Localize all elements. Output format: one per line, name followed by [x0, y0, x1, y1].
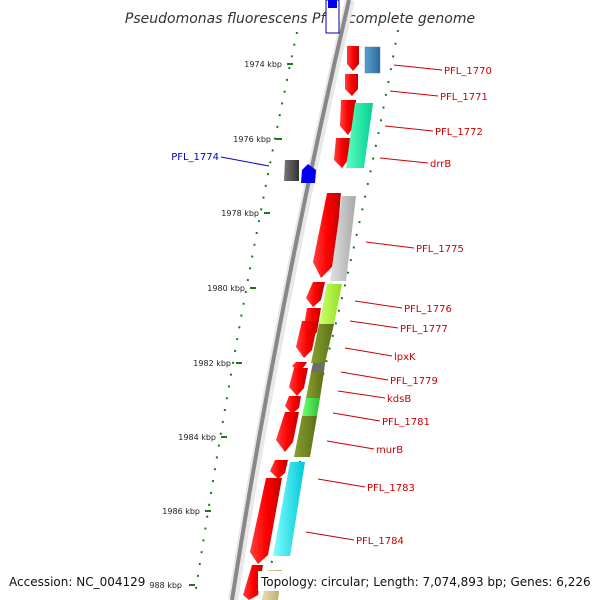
tick-label: 1974 kbp: [244, 60, 282, 69]
top-blue-feature: [325, 0, 340, 34]
gene-label-pfl-1781: PFL_1781: [382, 417, 430, 428]
gene-track-2: [262, 46, 381, 600]
tick-label: 1980 kbp: [207, 284, 245, 293]
gene-label-lpxk: lpxK: [394, 352, 416, 363]
map-title: Pseudomonas fluorescens Pf-5, complete g…: [125, 11, 475, 27]
gene-label-pfl-1776: PFL_1776: [404, 304, 452, 315]
tick-1974: 1974 kbp: [244, 60, 293, 69]
tick-label: 1984 kbp: [178, 433, 216, 442]
tick-1984: 1984 kbp: [178, 433, 227, 442]
gene-labels: PFL_1770 PFL_1771 PFL_1772 drrB PFL_1775…: [356, 66, 492, 547]
label-connector-reverse: [220, 156, 270, 167]
accession-text: Accession: NC_004129: [9, 575, 145, 589]
gene-label-murb: murB: [376, 445, 403, 456]
tick-1986: 1986 kbp: [162, 507, 211, 516]
tick-label: 1982 kbp: [193, 359, 231, 368]
gene-label-pfl-1774: PFL_1774: [171, 152, 219, 163]
gene-label-pfl-1775: PFL_1775: [416, 244, 464, 255]
gene-label-drrb: drrB: [430, 159, 451, 170]
backbone-line: [230, 0, 351, 600]
gene-label-pfl-1772: PFL_1772: [435, 127, 483, 138]
tick-label: 988 kbp: [149, 581, 182, 590]
tick-1976: 1976 kbp: [233, 135, 282, 144]
tick-1978: 1978 kbp: [221, 209, 270, 218]
tick-1982: 1982 kbp: [193, 359, 242, 368]
gene-label-kdsb: kdsB: [387, 394, 411, 405]
gene-label-pfl-1771: PFL_1771: [440, 92, 488, 103]
footer-background-left: [5, 571, 145, 591]
tick-1980: 1980 kbp: [207, 284, 256, 293]
topology-text: Topology: circular; Length: 7,074,893 bp…: [260, 575, 591, 589]
gene-label-pfl-1784: PFL_1784: [356, 536, 404, 547]
gene-label-pfl-1779: PFL_1779: [390, 376, 438, 387]
gene-arrows-forward: [243, 46, 359, 600]
top-blue-fill: [328, 0, 337, 8]
label-connectors: [305, 64, 443, 541]
gene-label-pfl-1770: PFL_1770: [444, 66, 492, 77]
tick-label: 1976 kbp: [233, 135, 271, 144]
tick-label: 1986 kbp: [162, 507, 200, 516]
footer-background-right: [258, 571, 594, 591]
gene-arrows-reverse: [284, 160, 316, 183]
tick-label: 1978 kbp: [221, 209, 259, 218]
gene-label-pfl-1777: PFL_1777: [400, 324, 448, 335]
tick-1988: 988 kbp: [149, 581, 195, 590]
gene-label-pfl-1783: PFL_1783: [367, 483, 415, 494]
